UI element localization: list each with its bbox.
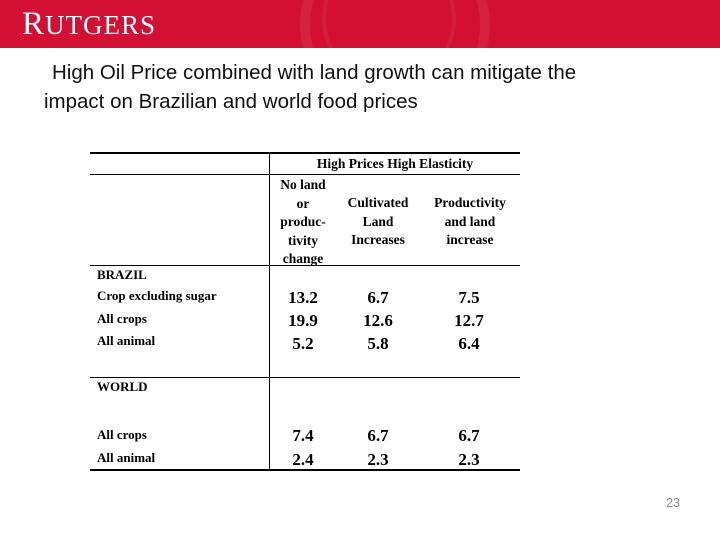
table-cell: 12.7 — [454, 311, 484, 330]
column-header-cultivated-land: Cultivated Land Increases — [330, 194, 426, 250]
column-header-line: increase — [446, 232, 494, 247]
seal-watermark — [300, 0, 490, 48]
table-cell: 13.2 — [288, 288, 318, 307]
column-header-line: Productivity — [434, 195, 506, 210]
row-label: Crop excluding sugar — [97, 288, 217, 303]
table-bottom-rule — [90, 469, 520, 471]
table-vertical-rule — [269, 152, 270, 470]
table-cell: 19.9 — [288, 311, 318, 330]
column-header-line: and land — [444, 213, 496, 229]
column-header-no-change: No land or produc- tivity change — [270, 176, 336, 269]
table-cell: 5.8 — [367, 334, 389, 353]
section-label-brazil: BRAZIL — [97, 267, 147, 282]
column-header-line: Increases — [351, 232, 405, 247]
rutgers-logo: RUTGERS — [22, 6, 157, 42]
column-header-line: No land — [280, 177, 326, 192]
section-label-world: WORLD — [97, 379, 148, 394]
table-cell: 5.2 — [292, 334, 314, 353]
table-cell: 7.5 — [458, 288, 480, 307]
column-header-line: change — [282, 251, 324, 266]
column-header-productivity: Productivity and land increase — [420, 194, 520, 250]
slide-title: High Oil Price combined with land growth… — [44, 58, 684, 116]
scenario-header: High Prices High Elasticity — [316, 156, 474, 171]
slide-title-line-2: impact on Brazilian and world food price… — [44, 90, 418, 113]
table-cell: 6.7 — [367, 288, 389, 307]
table-cell: 2.3 — [458, 450, 480, 469]
column-header-line: Cultivated — [347, 195, 409, 210]
table-columns-rule — [90, 265, 520, 266]
column-header-line: Land — [362, 213, 394, 229]
row-label: All animal — [97, 333, 156, 348]
row-label: All animal — [97, 450, 156, 465]
seal-watermark-inner — [322, 0, 456, 48]
row-label: All crops — [97, 427, 147, 442]
table-cell: 6.7 — [458, 426, 480, 445]
header-banner: RUTGERS — [0, 0, 720, 48]
table-cell: 6.7 — [367, 426, 389, 445]
slide-title-line-1: High Oil Price combined with land growth… — [52, 61, 577, 84]
table-cell: 2.4 — [292, 450, 314, 469]
row-label: All crops — [97, 311, 147, 326]
table-cell: 7.4 — [292, 426, 314, 445]
column-header-line: or — [296, 195, 310, 211]
table-cell: 6.4 — [458, 334, 480, 353]
table-section-rule — [90, 377, 520, 378]
column-header-line: produc- — [280, 214, 326, 229]
table-cell: 2.3 — [367, 450, 389, 469]
table-header-rule — [90, 174, 520, 175]
column-header-line: tivity — [288, 232, 318, 248]
table-top-rule — [90, 152, 520, 154]
table-cell: 12.6 — [363, 311, 393, 330]
page-number: 23 — [666, 496, 680, 510]
